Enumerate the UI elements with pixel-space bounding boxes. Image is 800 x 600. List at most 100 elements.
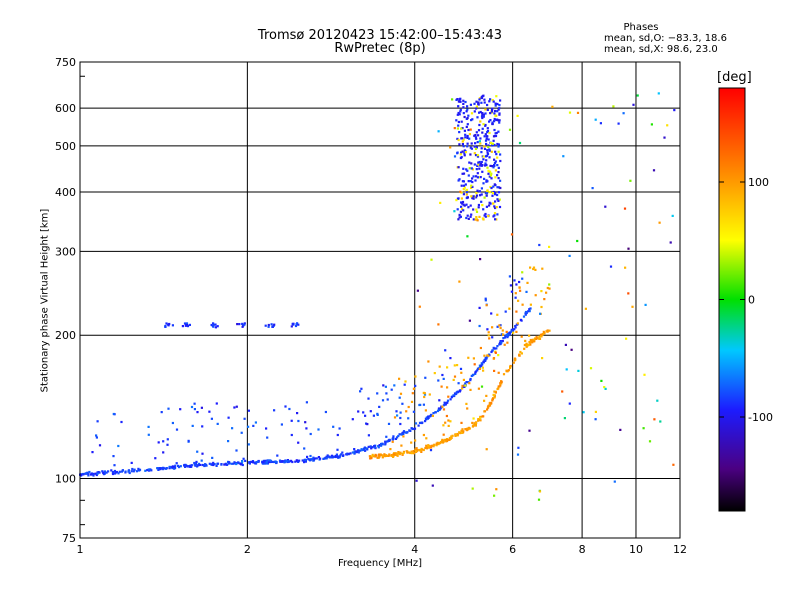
- x-mode-point: [397, 451, 400, 455]
- x-mode-point: [538, 337, 541, 340]
- o-mode-point: [223, 463, 226, 466]
- sporadic-layer-point: [295, 323, 298, 326]
- noise-point: [642, 427, 645, 430]
- o-mode-point: [347, 452, 350, 455]
- f-layer-point: [493, 162, 497, 165]
- o-mode-point: [111, 471, 114, 474]
- o-mode-point: [378, 444, 381, 447]
- o-mode-point: [227, 416, 230, 419]
- noise-point: [576, 111, 580, 114]
- o-mode-point: [149, 468, 152, 471]
- x-tick-label: 1: [77, 543, 84, 556]
- o-mode-point: [474, 371, 477, 374]
- f-layer-point: [474, 147, 478, 150]
- x-mode-point: [490, 402, 493, 405]
- o-mode-point: [263, 460, 266, 463]
- o-mode-point: [525, 290, 528, 293]
- x-mode-point: [465, 402, 468, 405]
- noise-point: [644, 303, 647, 306]
- noise-point: [471, 487, 474, 490]
- f-layer-point: [455, 199, 458, 202]
- o-mode-point: [165, 467, 168, 470]
- o-mode-point: [362, 411, 365, 414]
- noise-point: [445, 414, 448, 418]
- f-layer-point: [487, 215, 490, 218]
- o-mode-point: [508, 275, 511, 278]
- o-mode-point: [272, 460, 275, 464]
- o-mode-point: [509, 284, 512, 287]
- noise-point: [564, 343, 567, 346]
- o-mode-point: [382, 384, 385, 387]
- f-layer-point: [482, 155, 485, 158]
- o-mode-point: [252, 424, 255, 427]
- noise-point: [459, 190, 462, 193]
- x-mode-point: [467, 427, 470, 430]
- x-mode-point: [525, 344, 528, 347]
- f-layer-point: [483, 98, 486, 101]
- noise-point: [659, 420, 662, 423]
- o-mode-point: [511, 328, 515, 331]
- x-mode-point: [453, 364, 456, 367]
- o-mode-point: [441, 373, 444, 377]
- x-mode-point: [466, 407, 469, 410]
- f-layer-point: [464, 136, 467, 139]
- o-mode-point: [171, 466, 174, 469]
- o-mode-point: [341, 451, 344, 454]
- f-layer-point: [479, 110, 482, 114]
- o-mode-point: [196, 450, 199, 453]
- f-layer-point: [493, 205, 496, 208]
- f-layer-point: [484, 212, 487, 216]
- o-mode-point: [363, 446, 366, 449]
- o-mode-point: [303, 447, 306, 450]
- o-mode-point: [177, 466, 181, 469]
- f-layer-point: [467, 180, 470, 183]
- noise-point: [623, 207, 627, 210]
- o-mode-point: [495, 347, 498, 350]
- x-mode-point: [445, 438, 448, 442]
- x-mode-point: [411, 392, 414, 395]
- o-mode-point: [208, 410, 211, 413]
- o-mode-point: [429, 415, 432, 418]
- o-mode-point: [373, 446, 376, 449]
- o-mode-point: [166, 438, 169, 441]
- x-mode-point: [540, 305, 543, 309]
- x-mode-point: [444, 421, 447, 424]
- x-mode-point: [491, 399, 494, 402]
- o-mode-point: [261, 462, 264, 465]
- o-mode-point: [175, 462, 178, 465]
- o-mode-point: [241, 460, 244, 463]
- o-mode-point: [501, 339, 504, 343]
- f-layer-point: [478, 98, 481, 101]
- sporadic-layer-point: [271, 325, 274, 328]
- o-mode-point: [159, 467, 162, 471]
- x-mode-point: [527, 343, 530, 347]
- o-mode-point: [290, 419, 293, 422]
- x-mode-point: [509, 365, 512, 368]
- f-layer-point: [468, 167, 471, 170]
- noise-point: [493, 494, 496, 497]
- f-layer-point: [479, 142, 482, 145]
- o-mode-point: [514, 325, 517, 328]
- f-layer-point: [483, 196, 486, 199]
- o-mode-point: [87, 473, 90, 476]
- noise-point: [576, 239, 579, 243]
- f-layer-point: [465, 191, 468, 194]
- x-mode-point: [486, 408, 489, 411]
- x-mode-point: [474, 423, 477, 426]
- o-mode-point: [401, 402, 404, 405]
- f-layer-point: [490, 177, 493, 180]
- x-mode-point: [532, 267, 535, 271]
- o-mode-point: [215, 464, 218, 467]
- x-mode-point: [477, 419, 480, 422]
- f-layer-point: [493, 158, 496, 161]
- x-mode-point: [542, 330, 545, 333]
- f-layer-point: [495, 206, 498, 209]
- x-mode-point: [493, 396, 496, 399]
- f-layer-point: [461, 172, 464, 175]
- f-layer-point: [488, 100, 491, 103]
- f-layer-point: [499, 179, 502, 182]
- o-mode-point: [506, 336, 509, 339]
- noise-point: [570, 348, 573, 351]
- f-layer-point: [493, 143, 496, 147]
- o-mode-point: [376, 392, 379, 395]
